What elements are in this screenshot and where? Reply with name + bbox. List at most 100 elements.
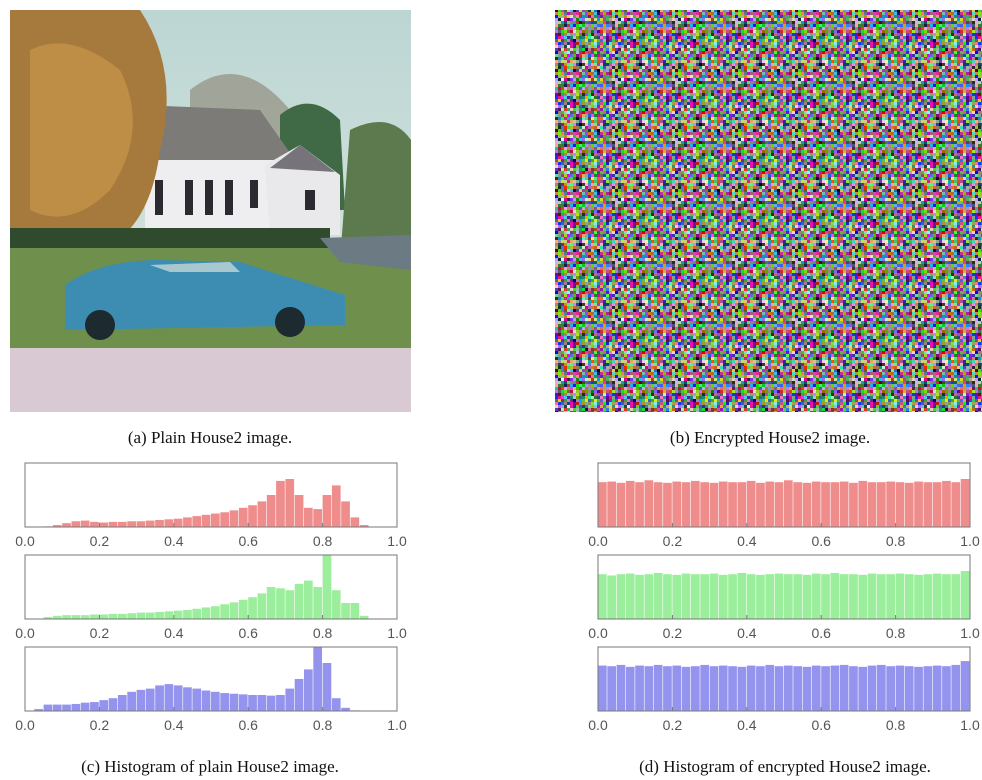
histogram-bar [821, 666, 830, 711]
x-tick-label: 0.6 [238, 625, 258, 641]
histogram-bar [877, 482, 886, 527]
histogram-bar [90, 522, 99, 527]
histogram-bar [691, 666, 700, 711]
histogram-bar [728, 482, 737, 527]
histogram-bar [635, 482, 644, 527]
histogram-bar [230, 510, 239, 527]
histogram-bar [626, 667, 635, 711]
histogram-bar [728, 666, 737, 711]
histogram-bar [756, 666, 765, 711]
x-tick-label: 0.8 [313, 717, 333, 733]
histogram-bar [323, 663, 332, 711]
histogram-bar [775, 666, 784, 711]
x-tick-label: 1.0 [387, 625, 407, 641]
histogram-bar [267, 495, 276, 527]
histogram-bar [877, 665, 886, 711]
histogram-bar [285, 479, 294, 527]
histogram-bar [812, 482, 821, 527]
histogram-bar [849, 483, 858, 527]
histogram-bar [220, 693, 229, 711]
histogram-bar [803, 667, 812, 711]
histogram-bar [72, 615, 81, 619]
histogram-bar [248, 597, 257, 619]
histogram-bar [645, 574, 654, 619]
histogram-bar [192, 609, 201, 619]
figure: (a) Plain House2 image. (b) Encrypted Ho… [0, 0, 982, 780]
histogram-bar [118, 614, 127, 619]
histogram-bar [793, 482, 802, 527]
histogram-bar [304, 669, 313, 711]
histogram-bar [211, 514, 220, 527]
histogram-bar [728, 574, 737, 619]
histogram-bar [146, 613, 155, 619]
x-tick-label: 1.0 [960, 717, 980, 733]
histogram-bar [933, 482, 942, 527]
histogram-bar [803, 575, 812, 619]
x-tick-label: 0.6 [238, 533, 258, 549]
histogram-bar [53, 705, 62, 711]
histogram-bar [239, 508, 248, 527]
histogram-bar [267, 587, 276, 619]
histogram-bar [747, 574, 756, 619]
histogram-bar [812, 666, 821, 711]
histogram-bar [90, 702, 99, 711]
histogram-bar [924, 482, 933, 527]
histogram-bar [626, 574, 635, 619]
histogram-bar [165, 684, 174, 711]
x-tick-label: 0.8 [313, 533, 333, 549]
histogram-bar [276, 481, 285, 527]
histogram-bar [868, 666, 877, 711]
histogram-bar [663, 483, 672, 527]
histogram-bar [738, 482, 747, 527]
x-tick-label: 0.4 [164, 533, 184, 549]
histogram-bar [840, 482, 849, 527]
histogram-bar [672, 666, 681, 711]
histogram-bar [710, 483, 719, 527]
histogram-bar [924, 666, 933, 711]
histogram-bar [258, 695, 267, 711]
wheel [85, 310, 115, 340]
x-tick-label: 0.0 [588, 533, 608, 549]
histogram-bar [961, 571, 970, 619]
histogram-bar [784, 480, 793, 527]
histogram-bar [239, 600, 248, 619]
wheel [275, 307, 305, 337]
plain-image [10, 10, 411, 412]
histogram-bar [202, 515, 211, 527]
histogram-bar [174, 611, 183, 619]
histogram-bar [784, 666, 793, 711]
histogram-bar [933, 666, 942, 711]
histogram-bar [607, 575, 616, 619]
histogram-bar [877, 574, 886, 619]
histogram-bar [756, 483, 765, 527]
histogram-bar [267, 696, 276, 711]
histogram-bar [276, 695, 285, 711]
histogram-bar [924, 574, 933, 619]
histogram-bar [719, 666, 728, 711]
histogram-bar [332, 590, 341, 619]
histogram-bar [313, 587, 322, 619]
histogram-bar [840, 665, 849, 711]
histogram-bar [719, 482, 728, 527]
x-tick-label: 0.8 [886, 625, 906, 641]
histogram-bar [285, 689, 294, 711]
x-tick-label: 1.0 [387, 533, 407, 549]
histogram-bar [99, 523, 108, 527]
histogram-bar [672, 575, 681, 619]
x-tick-label: 0.6 [811, 717, 831, 733]
histogram-bar [127, 692, 136, 711]
histogram-bar [62, 705, 71, 711]
histogram-bar [775, 482, 784, 527]
histogram-bar [645, 480, 654, 527]
histogram-bar [700, 665, 709, 711]
x-tick-label: 0.4 [164, 625, 184, 641]
histogram-bar [654, 482, 663, 527]
histogram-bar [230, 694, 239, 711]
x-tick-label: 0.2 [90, 625, 110, 641]
page: (a) Plain House2 image. (b) Encrypted Ho… [0, 0, 982, 780]
histogram-bar [248, 695, 257, 711]
histogram-bar [304, 581, 313, 619]
histogram-bar [351, 517, 360, 527]
histogram-bar [617, 574, 626, 619]
histogram-bar [700, 574, 709, 619]
